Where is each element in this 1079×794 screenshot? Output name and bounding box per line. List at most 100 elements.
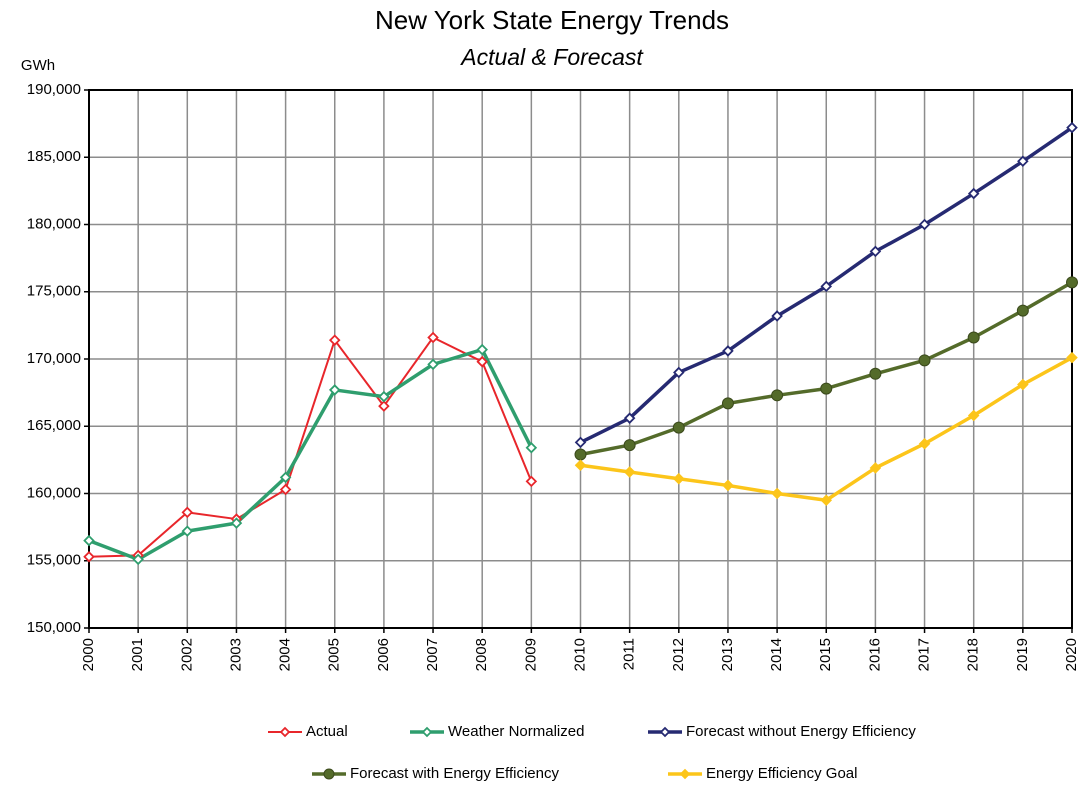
data-point [918,218,931,231]
x-tick-label: 2019 [1014,638,1031,671]
data-point [279,471,292,484]
data-point [574,436,587,449]
x-tick-label: 2003 [227,638,244,671]
data-point [476,343,488,356]
data-point [83,534,95,547]
legend-item: Actual [268,723,348,740]
chart-subtitle: Actual & Forecast [459,44,644,70]
y-tick-label: 160,000 [27,484,81,501]
data-point [328,384,341,396]
x-tick-label: 2007 [424,638,441,671]
series-line [88,347,533,562]
data-point [328,334,341,346]
legend-item: Energy Efficiency Goal [668,765,857,782]
x-tick-label: 2020 [1063,638,1079,671]
data-point [869,367,882,380]
legend-label: Energy Efficiency Goal [706,765,857,782]
x-tick-label: 2004 [277,638,294,671]
x-tick-label: 2013 [719,638,736,671]
data-point [1017,155,1029,168]
data-point [967,409,980,422]
y-tick-label: 190,000 [27,81,81,98]
x-tick-label: 2017 [916,638,933,671]
data-point [918,437,931,450]
data-point [378,400,390,412]
data-point [623,412,636,424]
x-tick-label: 2012 [670,638,687,671]
x-tick-label: 2005 [326,638,343,671]
y-tick-label: 180,000 [27,215,81,232]
data-point [771,487,783,500]
data-point [279,483,292,496]
y-tick-label: 170,000 [27,350,81,367]
data-point [672,421,685,434]
x-tick-label: 2016 [866,638,883,671]
series-line [88,336,533,558]
data-point [869,462,882,474]
x-tick-label: 2011 [621,638,638,670]
legend-label: Weather Normalized [448,723,584,740]
y-tick-label: 185,000 [27,148,81,165]
data-point [673,472,685,485]
data-point [230,517,243,529]
x-tick-label: 2000 [80,638,97,671]
data-point [967,331,980,344]
data-point [673,366,685,379]
data-point [181,525,194,537]
data-point [476,355,488,368]
y-tick-label: 175,000 [27,283,81,300]
y-axis-label: GWh [21,57,55,74]
x-tick-label: 2018 [965,638,982,671]
data-point [869,245,882,258]
data-point [83,550,95,563]
data-point [623,466,636,478]
data-point [427,331,439,344]
legend-item: Forecast without Energy Efficiency [648,723,916,740]
data-point [427,358,439,371]
legend-marker [421,726,433,738]
data-point [721,397,734,410]
data-point [574,459,587,472]
data-point [1066,276,1078,289]
legend-marker [679,768,691,780]
legend-label: Forecast with Energy Efficiency [350,765,559,782]
y-tick-label: 165,000 [27,417,81,434]
data-point [722,345,734,357]
data-point [820,494,833,506]
legend-marker [323,768,335,780]
x-tick-label: 2001 [129,638,146,671]
data-point [181,506,194,519]
data-point [525,441,538,454]
data-point [378,390,390,403]
legend-item: Forecast with Energy Efficiency [312,765,559,782]
data-point [525,475,538,488]
x-tick-label: 2006 [375,638,392,671]
data-point [820,382,833,395]
data-point [967,187,980,200]
data-point [1066,121,1078,134]
data-point [1066,351,1078,364]
x-tick-label: 2002 [178,638,195,671]
x-tick-label: 2009 [522,638,539,671]
data-point [771,389,784,402]
legend-marker [279,726,291,738]
data-point [722,479,734,492]
legend-item: Weather Normalized [410,723,584,740]
chart-title: New York State Energy Trends [375,5,729,35]
data-point [918,354,931,367]
data-point [574,448,587,461]
x-tick-label: 2010 [571,638,588,671]
legend-label: Forecast without Energy Efficiency [686,723,916,740]
data-point [132,553,144,566]
y-tick-label: 150,000 [27,619,81,636]
x-tick-label: 2008 [473,638,490,671]
data-point [1017,378,1029,391]
x-tick-label: 2015 [817,638,834,671]
data-point [771,310,783,322]
data-point [1016,304,1029,317]
data-point [623,439,636,452]
data-point [820,280,833,293]
legend-marker [659,726,671,738]
